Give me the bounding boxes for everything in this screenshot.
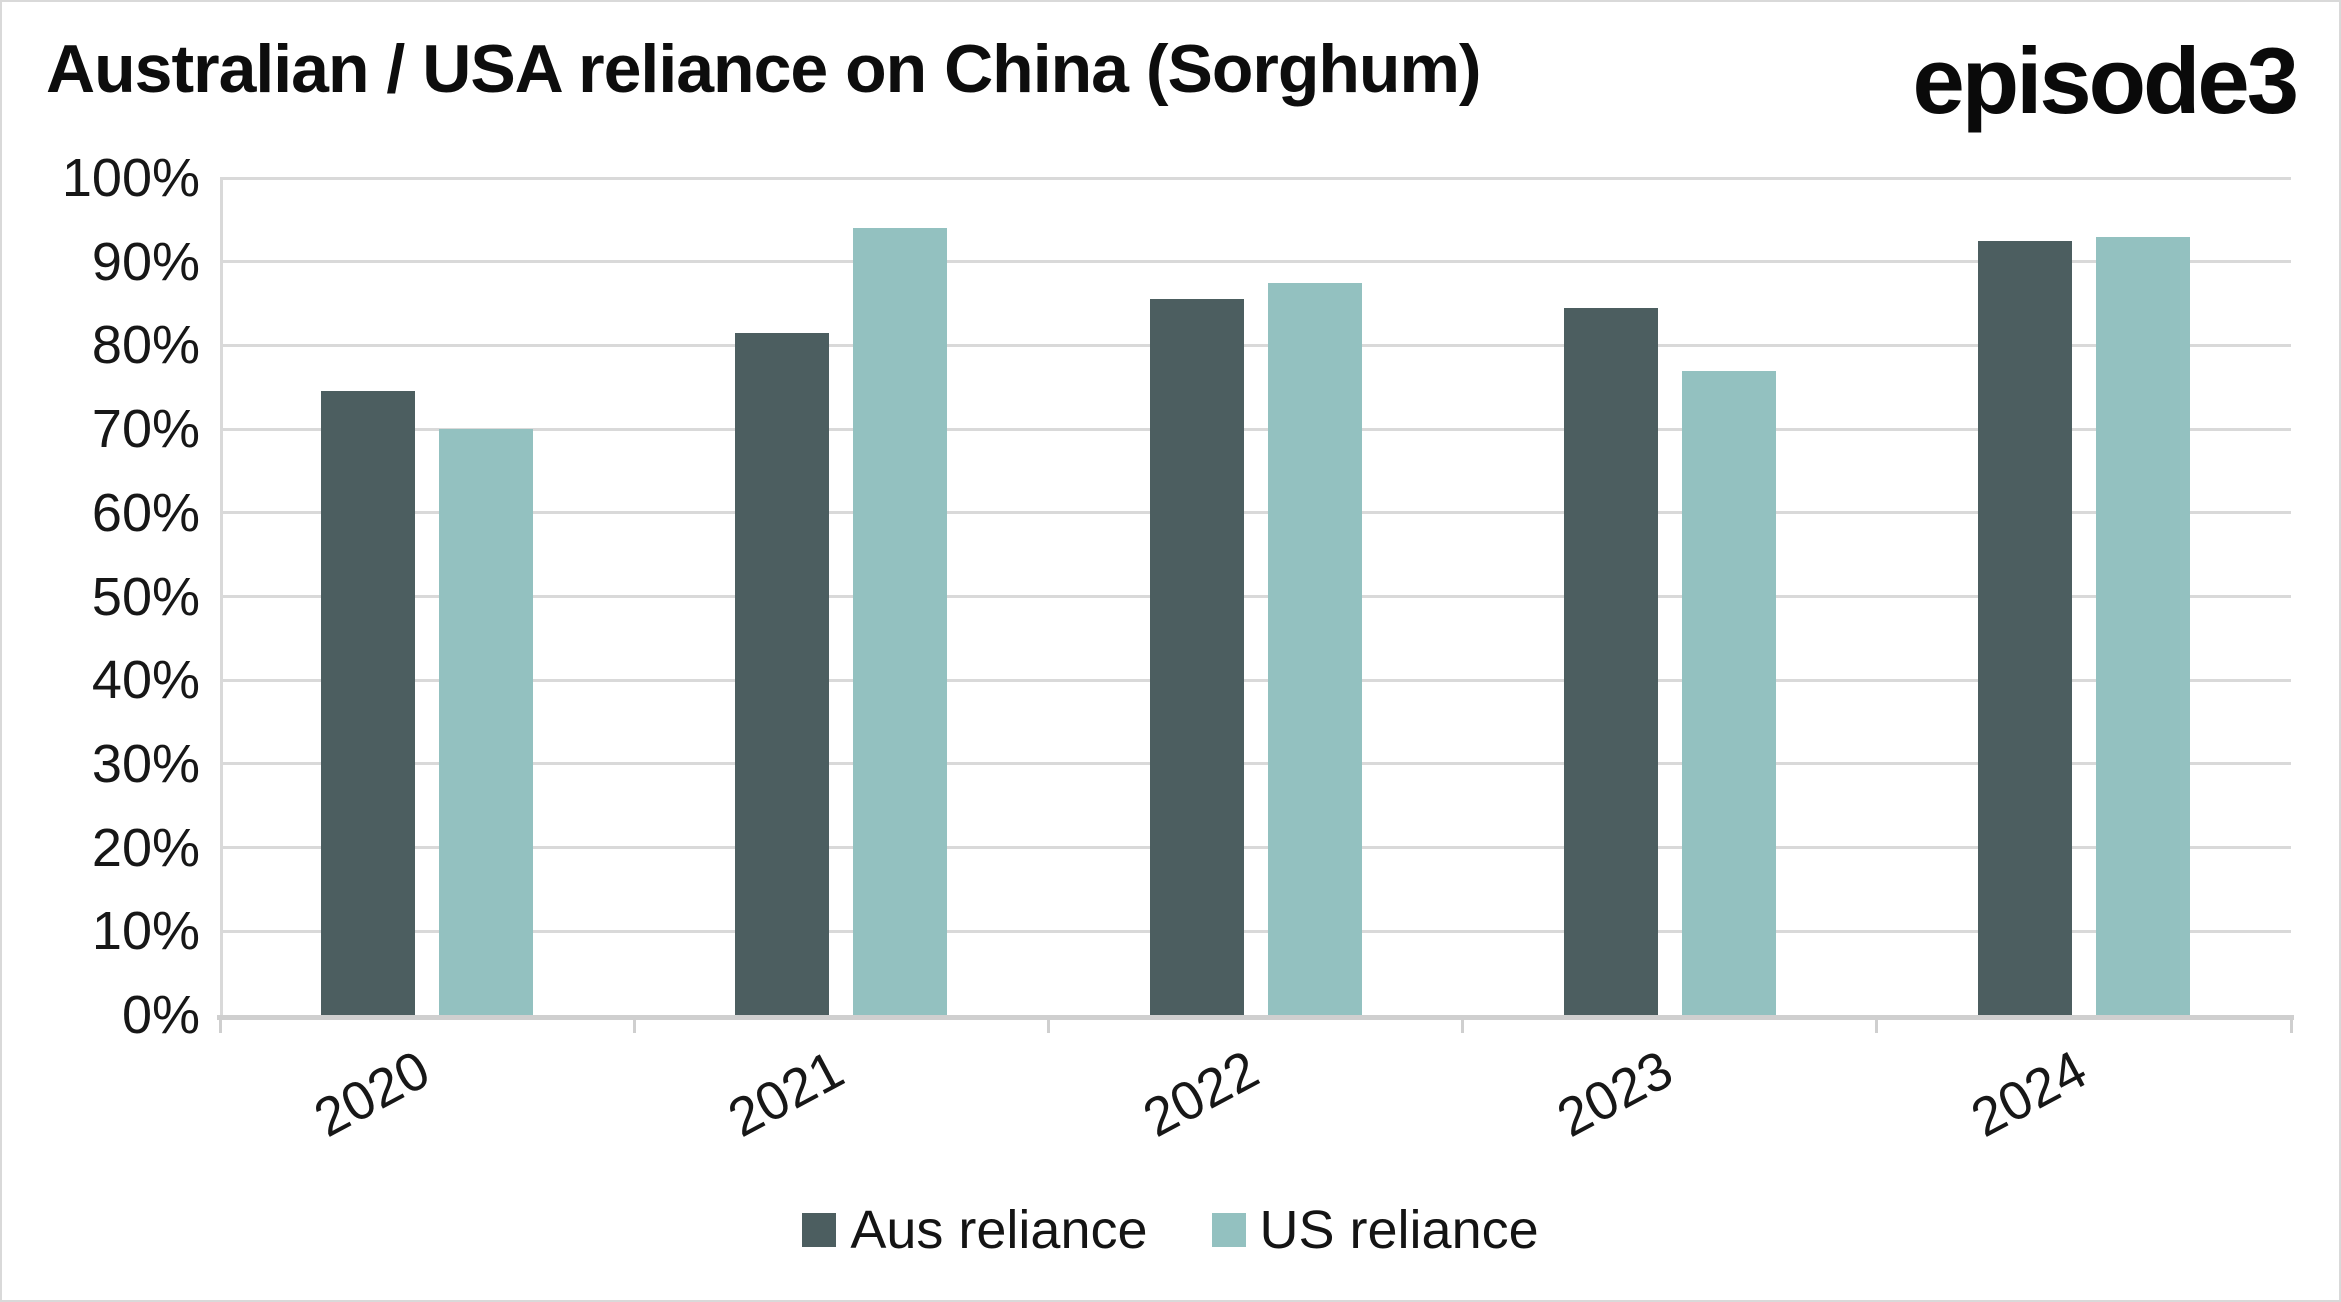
y-axis-tick-label: 100% — [61, 148, 200, 208]
bar-aus-reliance-2021 — [735, 332, 830, 1015]
y-axis-tick-label: 0% — [121, 985, 200, 1045]
legend-label: US reliance — [1259, 1200, 1539, 1260]
x-axis-tick — [1461, 1019, 1465, 1033]
x-axis-tick — [1046, 1019, 1050, 1033]
y-axis-tick-label: 20% — [91, 817, 200, 878]
chart-title: Australian / USA reliance on China (Sorg… — [46, 31, 1482, 107]
gridline-10% — [220, 929, 2291, 933]
gridline-40% — [220, 678, 2291, 682]
legend: Aus reliance US reliance — [2, 1199, 2339, 1261]
bar-aus-reliance-2023 — [1563, 307, 1658, 1015]
gridline-20% — [220, 846, 2291, 850]
bar-us-reliance-2023 — [1681, 370, 1776, 1015]
gridline-50% — [220, 595, 2291, 598]
y-axis-tick-label: 30% — [91, 733, 200, 794]
x-axis-line — [217, 1015, 2294, 1020]
episode3-logo: episode3 — [1912, 28, 2299, 133]
y-axis-tick-label: 70% — [91, 399, 200, 460]
x-axis-tick — [2289, 1019, 2293, 1033]
bar-aus-reliance-2020 — [321, 391, 416, 1015]
bar-us-reliance-2020 — [439, 429, 534, 1015]
legend-label: Aus reliance — [850, 1200, 1148, 1260]
gridline-100% — [220, 176, 2291, 180]
legend-swatch-icon — [802, 1213, 837, 1247]
x-axis-category-label: 2021 — [719, 1039, 854, 1149]
x-axis-category-label: 2023 — [1547, 1039, 1682, 1149]
x-axis-category-label: 2024 — [1961, 1039, 2097, 1149]
gridline-30% — [220, 762, 2291, 766]
gridline-90% — [220, 260, 2291, 264]
y-axis-tick-label: 90% — [91, 231, 200, 292]
bar-us-reliance-2021 — [853, 228, 948, 1015]
x-axis-category-label: 2020 — [304, 1039, 440, 1149]
x-axis-category-label: 2022 — [1133, 1039, 1268, 1149]
bar-aus-reliance-2022 — [1149, 299, 1244, 1015]
bar-us-reliance-2024 — [2095, 236, 2190, 1015]
legend-item-us-reliance: US reliance — [1211, 1199, 1539, 1261]
bar-us-reliance-2022 — [1267, 282, 1362, 1015]
x-axis-tick — [1875, 1019, 1879, 1033]
y-axis-tick-label: 60% — [91, 482, 200, 543]
gridline-80% — [220, 343, 2291, 347]
y-axis-tick-label: 10% — [91, 901, 200, 962]
gridline-70% — [220, 427, 2291, 431]
y-axis-tick-label: 50% — [91, 566, 200, 627]
gridline-60% — [220, 511, 2291, 515]
x-axis-tick — [218, 1019, 222, 1033]
y-axis-line — [220, 178, 223, 1015]
bar-aus-reliance-2024 — [1977, 240, 2072, 1015]
y-axis-tick-label: 40% — [91, 650, 200, 711]
legend-item-aus-reliance: Aus reliance — [802, 1199, 1148, 1261]
y-axis-tick-label: 80% — [91, 315, 200, 376]
legend-swatch-icon — [1211, 1213, 1246, 1247]
x-axis-tick — [632, 1019, 636, 1033]
